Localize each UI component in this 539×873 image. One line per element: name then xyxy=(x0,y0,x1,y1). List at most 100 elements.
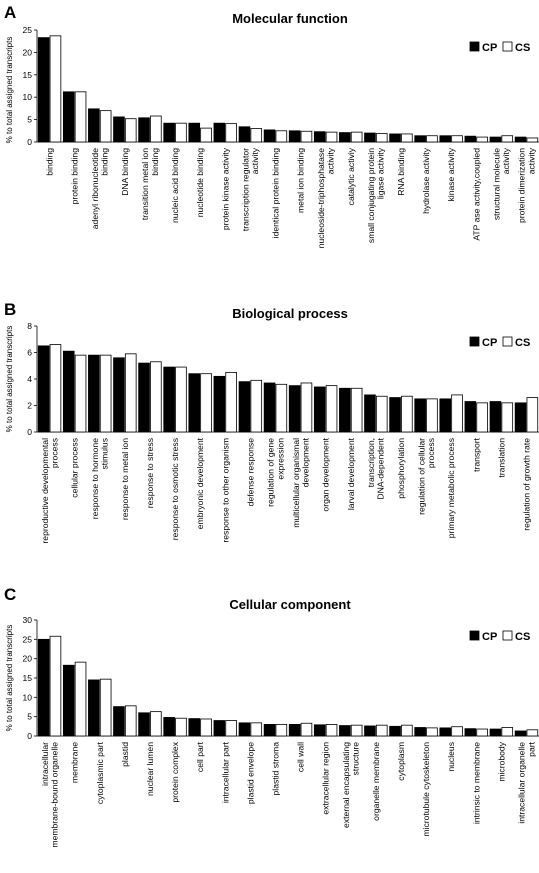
bar-cs xyxy=(200,373,212,433)
bar-cs xyxy=(175,122,187,143)
bar-cp xyxy=(389,725,401,737)
bar-cp xyxy=(62,350,75,433)
y-tick-label: 2 xyxy=(27,401,32,411)
bar-cp xyxy=(364,725,376,737)
bars xyxy=(37,344,539,433)
bar-cs xyxy=(175,717,187,737)
category-label: protein kinase activity xyxy=(220,147,230,230)
panel-letter: C xyxy=(4,585,16,604)
category-label: protein dimerizationactivity xyxy=(517,147,537,223)
y-tick-label: 15 xyxy=(23,673,33,683)
legend-label-cp: CP xyxy=(482,631,497,643)
category-label: cytoplasmic part xyxy=(95,741,105,804)
bar-cp xyxy=(364,394,376,433)
bar-cs xyxy=(526,137,539,143)
category-label: kinase activity xyxy=(446,147,456,201)
category-label: transcription,DNA-dependent xyxy=(366,437,386,499)
bar-cp xyxy=(288,385,301,433)
bar-cs xyxy=(275,130,288,143)
bar-cp xyxy=(464,135,477,143)
bar-cp xyxy=(339,132,351,143)
bar-cs xyxy=(501,727,514,737)
bar-cs xyxy=(401,724,413,737)
category-label: plastid stroma xyxy=(270,742,280,796)
bar-cp xyxy=(514,136,527,143)
bar-cs xyxy=(526,729,539,737)
bar-cs xyxy=(124,118,137,143)
bar-cs xyxy=(275,724,288,737)
bar-cs xyxy=(426,398,438,433)
bar-cp xyxy=(389,397,401,433)
y-tick-label: 5 xyxy=(27,712,32,722)
category-label: protein complex xyxy=(170,741,180,802)
bar-cp xyxy=(88,679,100,737)
bar-cp xyxy=(489,401,502,433)
bar-cp xyxy=(163,366,175,433)
bar-cp xyxy=(489,136,502,143)
bar-cs xyxy=(275,383,288,433)
bar-cp xyxy=(288,724,301,737)
chart-title: Molecular function xyxy=(232,11,348,26)
bar-cs xyxy=(250,379,263,433)
legend: CP CS xyxy=(469,630,530,643)
legend-swatch-cs xyxy=(502,41,513,52)
category-label: transcription regulatoractivity xyxy=(241,147,261,231)
panel-letter: B xyxy=(4,300,16,319)
legend-swatch-cp xyxy=(469,336,480,347)
legend: CP CS xyxy=(469,41,530,54)
bars xyxy=(37,35,539,143)
category-label: cellular process xyxy=(70,438,80,498)
bar-cs xyxy=(401,133,413,143)
y-tick-label: 20 xyxy=(23,47,33,57)
category-label: nucleotide binding xyxy=(195,148,205,218)
category-label: catalytic activiy xyxy=(346,147,356,205)
category-label: multicellular organismaldevelopment xyxy=(291,437,311,527)
category-label: microbody xyxy=(496,741,506,781)
bar-cp xyxy=(313,131,326,143)
bar-cs xyxy=(350,724,363,737)
bar-cs xyxy=(426,135,438,143)
chart-title: Biological process xyxy=(232,306,348,321)
bars xyxy=(37,635,539,737)
bar-cp xyxy=(188,122,201,143)
bar-cs xyxy=(225,720,237,737)
bar-cp xyxy=(88,354,100,433)
bar-cs xyxy=(401,395,413,433)
bar-cp xyxy=(138,362,150,433)
y-axis-label: % to total assigned transcripts xyxy=(5,326,14,433)
bar-cs xyxy=(325,385,338,433)
bar-cs xyxy=(325,724,338,737)
category-label: cytoplasm xyxy=(396,742,406,781)
bar-cs xyxy=(375,133,388,143)
category-label: translation xyxy=(496,438,506,478)
category-label: protein binding xyxy=(70,148,80,205)
bar-cs xyxy=(200,127,212,143)
category-label: nucleus xyxy=(446,742,456,772)
chart-title: Cellular component xyxy=(229,597,351,612)
bar-cp xyxy=(62,91,75,143)
bar-cp xyxy=(238,381,251,433)
category-labels: binding protein binding adenyl ribonucleot… xyxy=(45,147,537,248)
bar-cs xyxy=(74,354,87,433)
bar-cs xyxy=(325,131,338,143)
bar-cp xyxy=(414,398,426,433)
bar-cp xyxy=(439,398,452,433)
category-label: response to osmotic stress xyxy=(170,438,180,540)
category-label: external encapsulatingstructure xyxy=(341,742,361,828)
bar-cp xyxy=(113,116,125,143)
bar-cs xyxy=(375,724,388,737)
bar-cp xyxy=(514,730,527,737)
bar-cp xyxy=(113,357,125,433)
legend-label-cs: CS xyxy=(515,631,530,643)
bar-cs xyxy=(99,678,112,737)
bar-cp xyxy=(213,375,226,433)
y-tick-label: 10 xyxy=(23,92,33,102)
category-label: intracellular part xyxy=(220,741,230,803)
panel-letter: A xyxy=(4,3,16,22)
bar-cp xyxy=(37,37,50,143)
bar-cs xyxy=(150,361,162,433)
bar-cp xyxy=(163,717,175,737)
bar-cp xyxy=(339,725,351,737)
bar-cs xyxy=(501,402,514,433)
category-label: response to stress xyxy=(145,438,155,508)
